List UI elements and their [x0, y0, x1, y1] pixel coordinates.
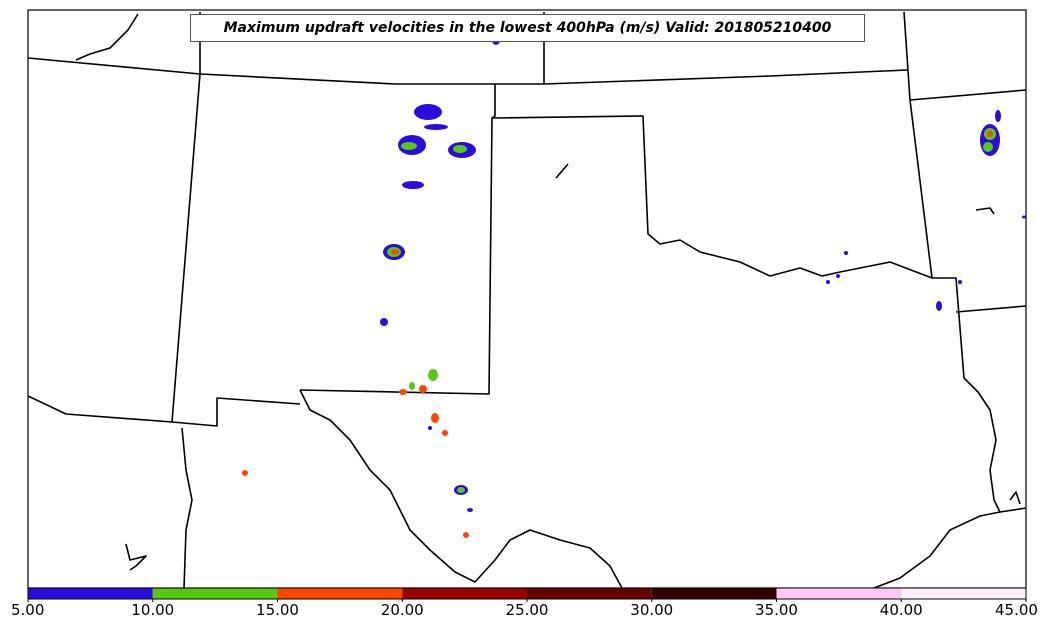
updraft-cell: [419, 385, 427, 393]
updraft-cell: [995, 110, 1001, 122]
map-title: Maximum updraft velocities in the lowest…: [190, 14, 865, 42]
colorbar-tick-label: 15.00: [256, 601, 299, 619]
updraft-cell: [428, 426, 432, 430]
colorbar-bin: [527, 588, 652, 599]
colorbar-bin: [901, 588, 1026, 599]
updraft-cell: [401, 142, 417, 150]
updraft-cell: [442, 430, 448, 436]
northern-border: [27, 57, 908, 85]
colorbar-tick-label: 20.00: [380, 601, 424, 619]
updraft-cell: [242, 470, 248, 476]
nm-mexico-west: [27, 395, 301, 427]
updraft-cell: [1022, 215, 1026, 219]
updraft-cell: [414, 104, 442, 120]
ok-tx-red-river: [491, 115, 965, 379]
co-ut-line: [171, 73, 201, 423]
state-boundaries: [27, 11, 1027, 589]
coastal-feature-west: [125, 543, 147, 571]
colorbar-tick-label: 45.00: [995, 601, 1038, 619]
updraft-cell: [844, 251, 848, 255]
coastal-feature-east: [1009, 491, 1021, 505]
updraft-cell: [457, 487, 465, 493]
map-frame: [27, 9, 1027, 589]
updraft-cell: [402, 181, 424, 189]
updraft-cell: [958, 280, 962, 284]
updraft-cell: [987, 131, 993, 137]
colorbar: [27, 587, 1027, 602]
updraft-cell: [836, 274, 840, 278]
tx-la-sabine: [963, 377, 1027, 513]
lake-feature-ar: [975, 207, 995, 215]
colorbar-bin: [776, 588, 902, 599]
updraft-cell: [424, 124, 448, 130]
colorbar-tick-label: 25.00: [505, 601, 549, 619]
colorbar-tick-label: 40.00: [879, 601, 923, 619]
updraft-cell: [431, 413, 439, 423]
lake-feature: [555, 163, 569, 179]
great-salt-lake-shore: [75, 13, 139, 61]
colorbar-bin: [402, 588, 527, 599]
colorbar-bin: [28, 588, 153, 599]
updraft-cell: [826, 280, 830, 284]
updraft-cell: [983, 142, 993, 152]
colorbar-bin: [277, 588, 403, 599]
updraft-cell: [380, 318, 388, 326]
updraft-cell: [453, 145, 467, 153]
colorbar-tick-label: 35.00: [755, 601, 798, 619]
updraft-cell: [409, 382, 415, 390]
rio-grande: [299, 389, 623, 589]
updraft-cell: [391, 249, 399, 255]
updraft-cell: [428, 369, 438, 381]
ok-ar-line: [909, 99, 933, 279]
updraft-cell: [399, 389, 407, 395]
colorbar-bin: [152, 588, 278, 599]
ar-la-line: [955, 305, 1027, 313]
updraft-cell: [936, 301, 942, 311]
mo-west-line: [903, 11, 911, 101]
mo-ks-line: [909, 89, 1027, 101]
az-nm-line: [181, 427, 193, 589]
updraft-cell: [463, 532, 469, 538]
colorbar-bin: [651, 588, 777, 599]
updraft-cell: [467, 508, 473, 512]
colorbar-tick-label: 10.00: [131, 601, 175, 619]
colorbar-tick-label: 5.00: [11, 601, 45, 619]
colorbar-tick-label: 30.00: [630, 601, 674, 619]
tx-gulf-coast: [873, 511, 1001, 589]
